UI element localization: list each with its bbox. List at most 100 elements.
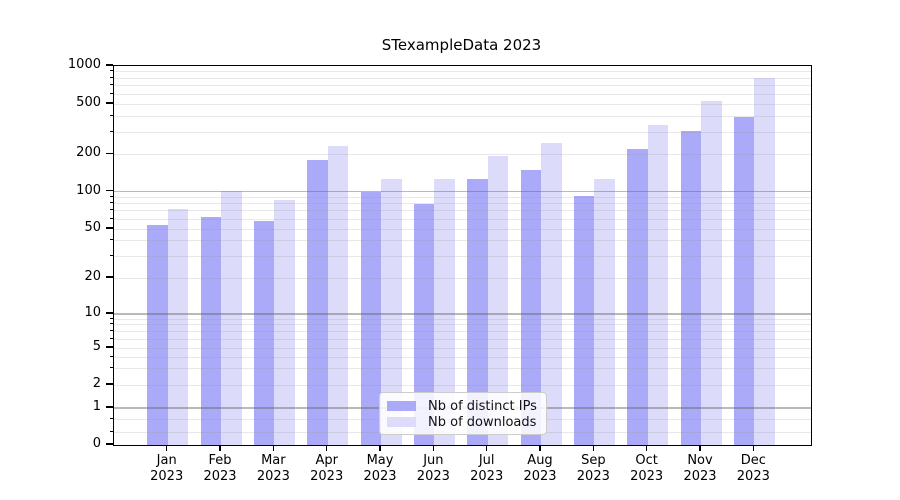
x-tick-mark [379,445,381,451]
x-tick-mark [166,445,168,451]
bar-downloads-mar [274,200,295,445]
gridline [114,313,811,315]
y-tick-label: 1 [92,399,101,414]
bar-downloads-sep [594,179,615,445]
x-tick-mark [699,445,701,451]
gridline [114,356,811,358]
x-tick-label: Sep 2023 [576,453,610,484]
y-minor-tick-mark [109,152,113,154]
x-tick-label: Apr 2023 [310,453,344,484]
y-minor-tick-mark [109,195,113,197]
gridline [114,324,811,326]
y-minor-tick-mark [109,367,113,369]
gridline [114,240,811,242]
y-tick-mark [106,312,113,314]
y-minor-tick-mark [109,92,113,94]
y-minor-tick-mark [109,76,113,78]
bar-downloads-jun [434,178,455,445]
chart-title: STexampleData 2023 [381,36,542,54]
y-minor-tick-mark [109,276,113,278]
x-tick-mark [646,445,648,451]
legend-swatch-ips [387,400,416,412]
gridline [114,131,811,133]
y-tick-label: 20 [84,269,101,284]
y-minor-tick-mark [109,417,113,419]
gridline [114,330,811,332]
gridline [114,71,811,73]
bar-ips-jul [467,178,488,445]
bar-ips-nov [680,131,701,445]
y-tick-label: 1000 [67,57,101,72]
bar-ips-dec [733,116,755,445]
bar-ips-mar [253,221,275,445]
gridline [114,196,811,198]
y-minor-tick-mark [109,239,113,241]
bar-downloads-jan [167,209,189,445]
y-tick-label: 0 [92,436,101,451]
gridline [114,77,811,79]
bar-ips-sep [573,196,595,445]
bar-ips-may [360,191,382,445]
gridline [114,228,811,230]
x-tick-label: Oct 2023 [630,453,664,484]
y-minor-tick-mark [109,114,113,116]
bar-downloads-may [381,179,402,445]
x-tick-label: Mar 2023 [256,453,290,484]
legend-label-downloads: Nb of downloads [428,414,537,430]
x-tick-label: Jul 2023 [470,453,504,484]
x-tick-mark [272,445,274,451]
y-tick-label: 200 [76,145,101,161]
gridline [114,153,811,155]
x-tick-label: Feb 2023 [203,453,237,484]
x-tick-label: Dec 2023 [736,453,770,484]
y-minor-tick-mark [109,70,113,72]
x-tick-mark [326,445,328,451]
y-minor-tick-mark [109,317,113,319]
y-minor-tick-mark [109,383,113,385]
bar-downloads-aug [541,142,562,445]
bar-downloads-apr [327,146,349,445]
legend-item-downloads: Nb of downloads [387,414,538,430]
y-minor-tick-mark [109,84,113,86]
y-minor-tick-mark [109,323,113,325]
y-tick-label: 100 [76,182,101,198]
gridline [114,103,811,105]
gridline [114,255,811,257]
x-tick-label: Jan 2023 [150,453,184,484]
bar-ips-jan [147,224,168,445]
x-tick-label: Aug 2023 [523,453,557,484]
gridline [114,115,811,117]
x-tick-label: Nov 2023 [683,453,717,484]
y-minor-tick-mark [109,329,113,331]
gridline [114,191,811,193]
bar-downloads-nov [701,101,722,445]
y-minor-tick-mark [109,202,113,204]
y-tick-mark [106,406,113,408]
y-minor-tick-mark [109,430,113,432]
legend-swatch-downloads [387,416,416,428]
gridline [114,203,811,205]
legend-label-ips: Nb of distinct IPs [428,398,537,414]
y-minor-tick-mark [109,102,113,104]
x-tick-mark [592,445,594,451]
bar-ips-oct [627,149,648,445]
y-minor-tick-mark [109,254,113,256]
gridline [114,318,811,320]
gridline [114,338,811,340]
gridline [114,210,811,212]
x-tick-label: Jun 2023 [416,453,450,484]
x-tick-label: May 2023 [363,453,397,484]
gridline [114,93,811,95]
y-tick-label: 2 [92,376,101,391]
plot-area [113,65,812,446]
y-minor-tick-mark [109,217,113,219]
gridline [114,85,811,87]
legend-item-ips: Nb of distinct IPs [387,398,538,414]
y-tick-label: 10 [84,305,101,320]
bar-downloads-oct [647,125,669,445]
x-tick-mark [432,445,434,451]
legend: Nb of distinct IPs Nb of downloads [379,392,547,435]
gridline [114,368,811,370]
x-tick-mark [219,445,221,451]
